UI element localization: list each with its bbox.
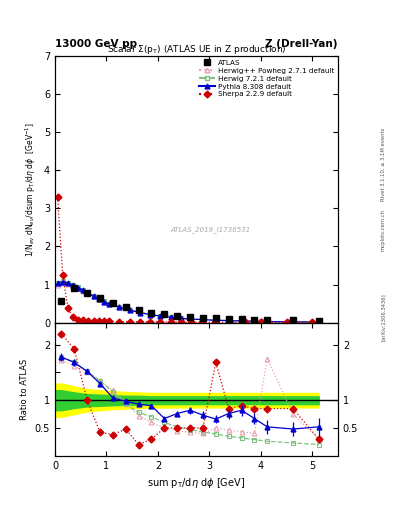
Title: Scalar $\Sigma$(p$_\mathregular{T}$) (ATLAS UE in Z production): Scalar $\Sigma$(p$_\mathregular{T}$) (AT… — [107, 43, 286, 56]
Text: Rivet 3.1.10, ≥ 3.1M events: Rivet 3.1.10, ≥ 3.1M events — [381, 127, 386, 201]
Text: mcplots.cern.ch: mcplots.cern.ch — [381, 209, 386, 251]
Text: 13000 GeV pp: 13000 GeV pp — [55, 38, 137, 49]
Text: [arXiv:1306.3436]: [arXiv:1306.3436] — [381, 293, 386, 342]
Legend: ATLAS, Herwig++ Powheg 2.7.1 default, Herwig 7.2.1 default, Pythia 8.308 default: ATLAS, Herwig++ Powheg 2.7.1 default, He… — [198, 58, 336, 99]
Text: ATLAS_2019_I1736531: ATLAS_2019_I1736531 — [171, 226, 251, 233]
Text: Z (Drell-Yan): Z (Drell-Yan) — [266, 38, 338, 49]
Y-axis label: 1/N$_{ev}$ dN$_{ev}$/dsum p$_\mathregular{T}$/d$\eta$ d$\phi$  [GeV$^{-1}$]: 1/N$_{ev}$ dN$_{ev}$/dsum p$_\mathregula… — [24, 122, 39, 257]
Y-axis label: Ratio to ATLAS: Ratio to ATLAS — [20, 358, 29, 420]
X-axis label: sum p$_\mathregular{T}$/d$\eta$ d$\phi$ [GeV]: sum p$_\mathregular{T}$/d$\eta$ d$\phi$ … — [147, 476, 246, 490]
